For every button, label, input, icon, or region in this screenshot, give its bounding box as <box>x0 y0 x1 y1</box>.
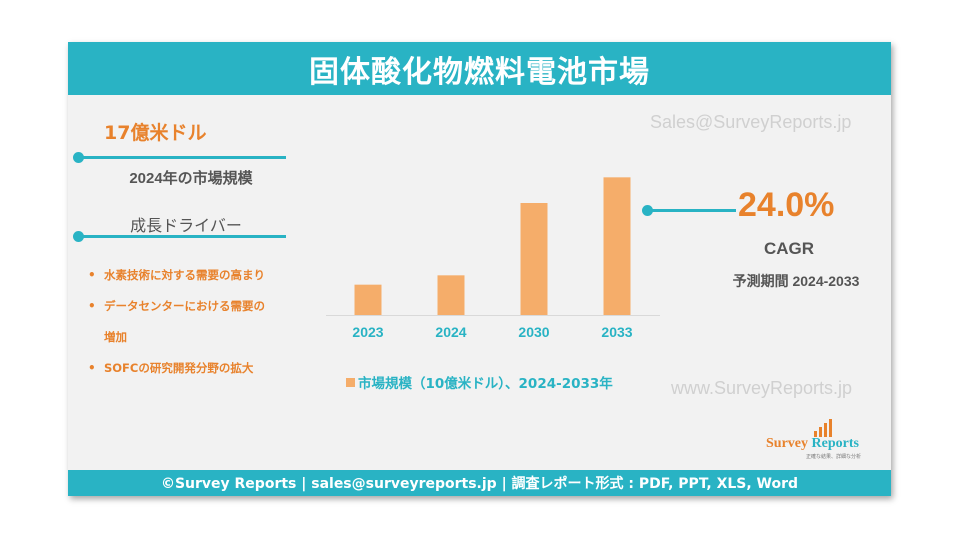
market-size-bar-chart: 2023 2024 2030 2033 <box>326 177 660 340</box>
watermark-email: Sales@SurveyReports.jp <box>650 112 852 132</box>
chart-bar-2030 <box>520 203 548 315</box>
footer-text: ©Survey Reports | sales@surveyreports.jp… <box>160 476 799 492</box>
driver-item: • データセンターにおける需要の <box>88 299 265 313</box>
drivers-divider <box>78 235 286 238</box>
legend-label: 市場規模（10億米ドル）、2024-2033年 <box>358 376 613 392</box>
cagr-line-dot <box>642 205 653 216</box>
x-tick-label: 2033 <box>601 324 632 340</box>
chart-legend: 市場規模（10億米ドル）、2024-2033年 <box>346 372 613 392</box>
x-tick-label: 2030 <box>518 324 549 340</box>
cagr-label: CAGR <box>763 239 815 258</box>
survey-reports-logo: Survey Reports 正確な結果、詳細な分析 <box>760 418 890 460</box>
legend-swatch <box>346 377 355 387</box>
logo-tagline: 正確な結果、詳細な分析 <box>806 454 862 460</box>
logo-wordmark: Survey Reports <box>766 436 859 451</box>
forecast-period: 予測期間 2024-2033 <box>732 273 860 289</box>
growth-drivers-heading: 成長ドライバー <box>130 216 242 235</box>
x-tick-label: 2023 <box>352 324 383 340</box>
growth-drivers-list: • 水素技術に対する需要の高まり • データセンターにおける需要の 増加 • SOFC… <box>82 260 302 384</box>
bar-chart-logo-icon <box>814 419 832 437</box>
market-size-caption: 2024年の市場規模 <box>129 170 253 187</box>
cagr-connector-line <box>648 209 736 212</box>
market-size-divider <box>78 156 286 159</box>
cagr-value: 24.0% <box>738 186 835 224</box>
chart-bar-2023 <box>354 284 382 315</box>
driver-item-continuation: 増加 <box>104 330 127 344</box>
driver-item: • 水素技術に対する需要の高まり <box>88 268 265 282</box>
infographic-card: 固体酸化物燃料電池市場 17億米ドル 2024年の市場規模 成長ドライバー • 水… <box>68 42 891 496</box>
driver-item: • SOFCの研究開発分野の拡大 <box>88 361 254 375</box>
chart-bar-2033 <box>603 177 631 315</box>
market-size-value: 17億米ドル <box>104 122 207 144</box>
title-bar: 固体酸化物燃料電池市場 <box>68 42 891 95</box>
chart-bar-2024 <box>437 275 465 315</box>
footer-bar: ©Survey Reports | sales@surveyreports.jp… <box>68 470 891 496</box>
watermark-website: www.SurveyReports.jp <box>671 378 853 398</box>
page-title: 固体酸化物燃料電池市場 <box>309 54 650 90</box>
x-tick-label: 2024 <box>435 324 466 340</box>
